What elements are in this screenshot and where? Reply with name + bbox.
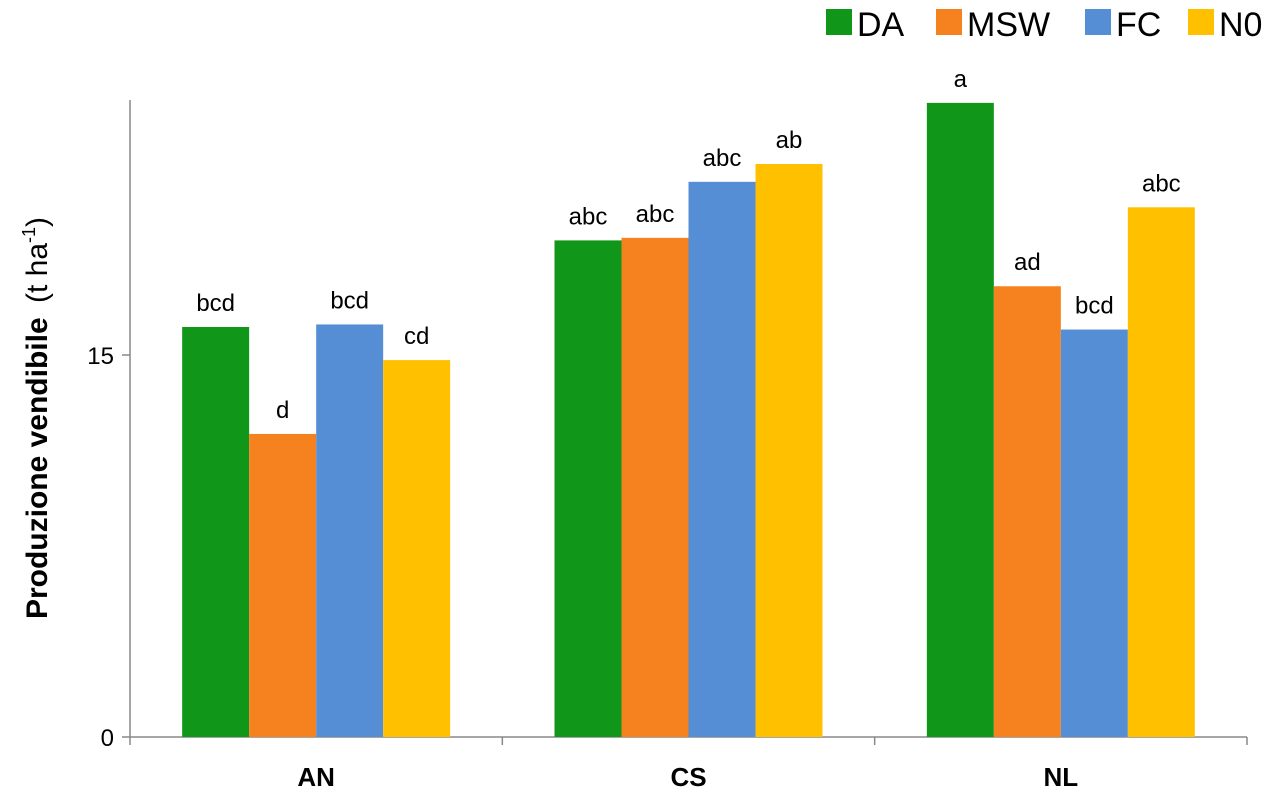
x-axis: AN CS NL — [129, 736, 1248, 788]
bar-fc-nl — [1060, 329, 1128, 737]
bar-label: abc — [636, 201, 675, 228]
bar-label: d — [276, 397, 289, 424]
bar-msw-an — [249, 433, 317, 737]
bar-da-an — [182, 326, 250, 737]
legend-label-msw: MSW — [967, 6, 1050, 44]
x-tick-label: NL — [1043, 762, 1078, 788]
bar-label: bcd — [1075, 293, 1114, 320]
y-tick-label: 15 — [87, 343, 114, 370]
bar-da-nl — [926, 102, 994, 737]
legend-swatch-msw — [936, 9, 962, 35]
y-tick-label: 0 — [101, 725, 114, 752]
bar-msw-cs — [621, 237, 689, 737]
y-axis-label-close: ) — [21, 217, 54, 227]
legend-swatch-n0 — [1188, 9, 1214, 35]
x-tick-label: CS — [670, 762, 706, 788]
bar-msw-nl — [993, 286, 1061, 737]
bar-fc-cs — [688, 181, 756, 737]
bar-n0-nl — [1127, 207, 1195, 737]
y-axis-label-unit: (t ha — [21, 243, 54, 303]
bar-label: abc — [703, 145, 742, 172]
legend-label-fc: FC — [1116, 6, 1161, 44]
bar-label: bcd — [330, 287, 369, 314]
y-axis-label-main: Produzione vendibile — [21, 317, 54, 619]
bar-da-cs — [554, 240, 622, 737]
legend-swatch-fc — [1085, 9, 1111, 35]
bar-label: ab — [776, 127, 803, 154]
legend: DA MSW FC N0 — [826, 6, 1262, 44]
bar-label: a — [954, 66, 968, 93]
bar-label: bcd — [196, 290, 235, 317]
y-axis-label-exponent: -1 — [19, 227, 39, 243]
bars — [182, 102, 1195, 737]
y-axis-label: Produzione vendibile (t ha-1) — [19, 217, 54, 619]
bar-label: ad — [1014, 249, 1041, 276]
legend-label-n0: N0 — [1219, 6, 1262, 44]
bar-n0-an — [383, 360, 451, 737]
legend-swatch-da — [826, 9, 852, 35]
bar-labels: bcd d bcd cd abc abc abc ab a ad bcd abc — [196, 66, 1180, 424]
bar-label: abc — [569, 203, 608, 230]
bar-n0-cs — [755, 164, 823, 737]
bar-fc-an — [316, 324, 384, 737]
x-tick-label: AN — [297, 762, 335, 788]
bar-label: cd — [404, 323, 429, 350]
y-axis: 0 15 Produzione vendibile (t ha-1) — [19, 100, 131, 752]
legend-label-da: DA — [857, 6, 905, 44]
bar-label: abc — [1142, 170, 1181, 197]
